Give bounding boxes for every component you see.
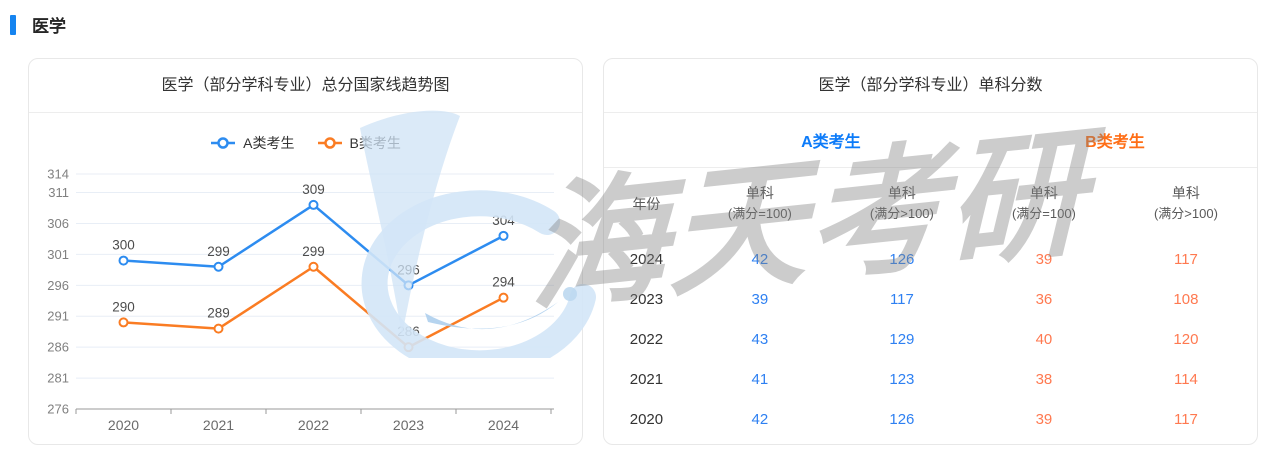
data-point[interactable] [118,255,129,266]
data-point[interactable] [213,261,224,272]
data-label: 299 [207,244,230,259]
table-panel-title: 医学（部分学科专业）单科分数 [604,59,1257,113]
x-tick-label: 2022 [298,417,329,433]
data-label: 304 [492,213,515,228]
y-tick-label: 296 [47,278,69,293]
score-cell-b: 39 [1035,411,1053,428]
x-tick-label: 2024 [488,417,519,433]
year-cell: 2022 [629,331,664,348]
score-cell-b: 40 [1035,331,1053,348]
score-cell-b: 108 [1173,291,1199,308]
data-point[interactable] [498,292,509,303]
data-label: 300 [112,238,135,253]
score-cell-a: 126 [889,411,915,428]
legend-item-b[interactable]: B类考生 [317,133,401,153]
data-label: 299 [302,244,325,259]
score-cell-a: 42 [751,251,769,268]
legend-label: A类考生 [243,135,295,151]
legend-label: B类考生 [349,135,401,151]
data-point[interactable] [403,280,414,291]
data-label: 309 [302,182,325,197]
data-point[interactable] [308,261,319,272]
legend-item-a[interactable]: A类考生 [210,133,295,153]
score-cell-b: 120 [1173,331,1199,348]
chart-legend: A类考生 B类考生 [29,133,582,153]
data-label: 289 [207,306,230,321]
data-point[interactable] [308,199,319,210]
y-tick-label: 306 [47,216,69,231]
year-cell: 2020 [629,411,664,428]
chart-panel-title: 医学（部分学科专业）总分国家线趋势图 [29,59,582,113]
y-tick-label: 311 [48,185,69,200]
y-tick-label: 314 [47,167,69,182]
x-tick-label: 2023 [393,417,424,433]
legend-line-marker-icon [317,137,342,149]
group-header-b: B类考生 [1085,134,1145,151]
score-cell-b: 114 [1173,371,1198,388]
score-cell-a: 123 [889,371,915,388]
data-label: 296 [397,262,420,277]
group-header-a: A类考生 [801,134,861,151]
score-cell-a: 39 [751,291,769,308]
data-point[interactable] [213,323,224,334]
panels-container: 医学（部分学科专业）总分国家线趋势图 A类考生 B类考生 276 281 286 291… [28,58,1258,445]
data-label: 290 [112,299,135,314]
y-tick-label: 286 [47,340,69,355]
section-title: 医学 [32,17,66,36]
scores-table: 年份 单科 (满分=100) 单科 (满分>100) 单科 (满分=100) 单科 (满分>10… [604,168,1257,440]
series-line-b [122,265,505,349]
score-cell-b: 38 [1035,371,1053,388]
col-header-year: 年份 [632,196,661,212]
col-header-score: 单科 (满分=100) [727,185,792,221]
score-cell-b: 36 [1035,291,1053,308]
year-cell: 2024 [629,251,664,268]
y-tick-label: 281 [47,371,69,386]
trend-chart-panel: 医学（部分学科专业）总分国家线趋势图 A类考生 B类考生 276 281 286 291… [28,58,583,445]
score-cell-a: 126 [889,251,915,268]
col-header-score: 单科 (满分>100) [869,185,934,221]
score-cell-a: 41 [751,371,769,388]
legend-line-marker-icon [211,137,236,149]
score-cell-b: 117 [1173,251,1198,268]
y-tick-label: 301 [47,247,69,262]
score-cell-a: 43 [751,331,769,348]
section-header: 医学 [10,12,66,37]
col-header-score: 单科 (满分>100) [1153,185,1218,221]
x-tick-label: 2020 [108,417,139,433]
score-cell-a: 117 [889,291,914,308]
year-cell: 2023 [629,291,664,308]
data-point[interactable] [403,342,414,353]
group-header-row: A类考生 B类考生 [604,113,1257,168]
trend-line-chart[interactable]: 276 281 286 291 296 301 306 311 314 2020 2021 2022 2… [29,166,582,445]
x-tick-label: 2021 [203,417,234,433]
col-header-score: 单科 (满分=100) [1011,185,1076,221]
score-cell-a: 129 [889,331,915,348]
y-tick-label: 276 [47,402,69,417]
score-cell-a: 42 [751,411,769,428]
scores-table-panel: 医学（部分学科专业）单科分数 A类考生 B类考生 年份 单科 (满分=100) 单科(… [603,58,1258,445]
data-label: 286 [397,324,420,339]
year-cell: 2021 [629,371,664,388]
section-accent-bar [10,14,16,35]
score-cell-b: 117 [1173,411,1198,428]
data-label: 294 [492,275,515,290]
data-point[interactable] [118,317,129,328]
score-cell-b: 39 [1035,251,1053,268]
y-tick-label: 291 [47,309,69,324]
data-point[interactable] [498,230,509,241]
